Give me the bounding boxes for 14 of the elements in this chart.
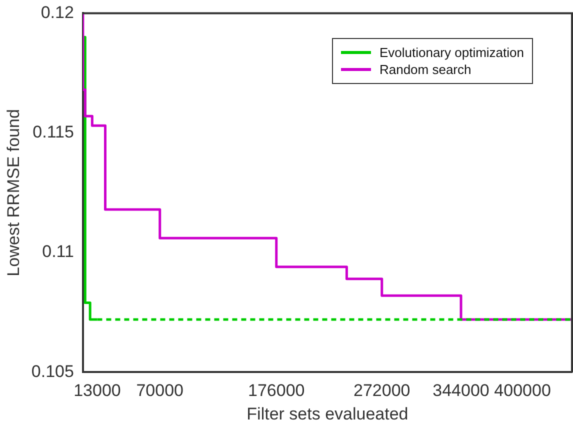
x-axis-title: Filter sets evalueated bbox=[246, 404, 408, 424]
x-tick-label: 176000 bbox=[248, 381, 305, 400]
y-tick-label: 0.11 bbox=[42, 242, 74, 262]
x-tick-label: 344000 bbox=[432, 381, 490, 400]
y-tick-label: 0.115 bbox=[32, 122, 74, 142]
y-tick-label: 0.105 bbox=[31, 362, 74, 381]
y-axis-title: Lowest RRMSE found bbox=[4, 109, 23, 276]
legend-label: Random search bbox=[379, 62, 472, 77]
y-tick-label: 0.12 bbox=[40, 2, 74, 22]
x-tick-label: 70000 bbox=[136, 381, 184, 400]
x-tick-label: 272000 bbox=[354, 381, 410, 400]
legend-label: Evolutionary optimization bbox=[379, 45, 524, 60]
x-tick-label: 13000 bbox=[74, 381, 121, 400]
x-tick-label: 400000 bbox=[494, 381, 551, 400]
